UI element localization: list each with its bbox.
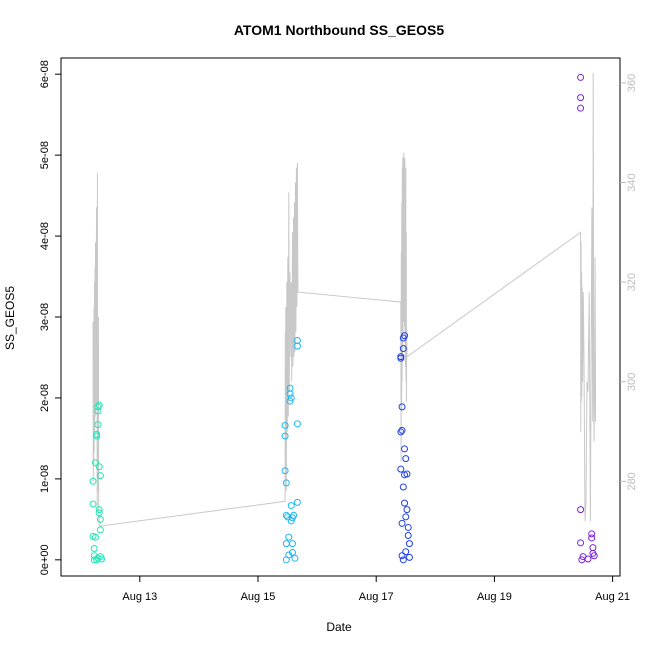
data-point xyxy=(577,506,585,514)
x-tick-label: Aug 21 xyxy=(595,591,630,603)
data-point xyxy=(401,499,409,507)
data-point xyxy=(90,556,98,564)
data-point xyxy=(95,509,103,517)
data-point xyxy=(287,394,295,402)
data-point xyxy=(93,432,101,440)
data-point xyxy=(398,552,406,560)
x-tick-label: Aug 15 xyxy=(241,591,276,603)
data-point xyxy=(590,552,598,560)
data-point xyxy=(293,420,301,428)
data-point xyxy=(403,470,411,478)
pressure-line xyxy=(92,72,597,527)
data-point xyxy=(584,555,592,563)
data-point xyxy=(405,540,413,548)
y-axis-label: SS_GEOS5 xyxy=(3,286,17,350)
y-tick-label: 3e-08 xyxy=(39,303,51,331)
data-point xyxy=(95,401,103,409)
data-point xyxy=(290,511,298,519)
data-point xyxy=(282,556,290,564)
axes: 0e+00 1e-08 2e-08 3e-08 4e-08 5e-08 6e-08 Aug 1… xyxy=(39,60,638,603)
y-tick-label: 2e-08 xyxy=(39,384,51,412)
data-point xyxy=(96,472,104,480)
data-point xyxy=(285,533,293,541)
data-point xyxy=(91,533,99,541)
data-point xyxy=(96,515,104,523)
data-point xyxy=(89,477,97,485)
data-point xyxy=(98,555,106,563)
data-point xyxy=(284,513,292,521)
x-axis-label: Date xyxy=(326,620,352,634)
data-point xyxy=(397,354,405,362)
data-point xyxy=(577,104,585,112)
data-point xyxy=(399,556,407,564)
data-point xyxy=(95,506,103,514)
data-point xyxy=(577,539,585,547)
data-point xyxy=(398,403,406,411)
y-tick-label: 0e+00 xyxy=(39,544,51,575)
pressure-line-layer xyxy=(92,72,597,527)
y2-tick-label: 360 xyxy=(626,74,638,92)
y-tick-label: 5e-08 xyxy=(39,141,51,169)
data-point xyxy=(291,554,299,562)
data-point xyxy=(401,445,409,453)
data-point xyxy=(402,455,410,463)
data-point xyxy=(577,94,585,102)
data-point xyxy=(282,540,290,548)
data-point xyxy=(89,500,97,508)
data-point xyxy=(589,544,597,552)
data-point xyxy=(397,428,405,436)
data-point xyxy=(398,519,406,527)
data-point xyxy=(288,540,296,548)
data-point xyxy=(281,467,289,475)
y-tick-label: 4e-08 xyxy=(39,222,51,250)
data-point xyxy=(95,463,103,471)
data-point xyxy=(404,523,412,531)
data-point xyxy=(577,73,585,81)
data-point xyxy=(405,553,413,561)
data-point xyxy=(90,544,98,552)
data-point xyxy=(588,530,596,538)
data-point xyxy=(578,556,586,564)
data-point xyxy=(399,345,407,353)
data-point xyxy=(287,502,295,510)
data-point xyxy=(94,421,102,429)
data-point xyxy=(96,526,104,534)
data-point xyxy=(293,342,301,350)
data-point xyxy=(588,534,596,542)
data-point xyxy=(404,532,412,540)
y2-tick-label: 280 xyxy=(626,472,638,490)
y2-tick-label: 340 xyxy=(626,173,638,191)
data-point xyxy=(281,432,289,440)
data-point xyxy=(286,397,294,405)
y2-tick-label: 320 xyxy=(626,273,638,291)
data-point xyxy=(287,517,295,525)
data-point xyxy=(282,511,290,519)
data-point xyxy=(293,498,301,506)
x-tick-label: Aug 13 xyxy=(122,591,157,603)
points-layer xyxy=(89,73,598,564)
y2-tick-label: 300 xyxy=(626,373,638,391)
y-tick-label: 6e-08 xyxy=(39,60,51,88)
data-point xyxy=(282,479,290,487)
data-point xyxy=(401,332,409,340)
data-point xyxy=(286,390,294,398)
x-tick-label: Aug 19 xyxy=(477,591,512,603)
data-point xyxy=(398,426,406,434)
plot-frame xyxy=(60,57,621,577)
data-point xyxy=(281,421,289,429)
chart-title: ATOM1 Northbound SS_GEOS5 xyxy=(234,22,444,38)
data-point xyxy=(397,465,405,473)
data-point xyxy=(399,483,407,491)
y-tick-label: 1e-08 xyxy=(39,465,51,493)
data-point xyxy=(402,548,410,556)
x-tick-label: Aug 17 xyxy=(359,591,394,603)
data-point xyxy=(94,403,102,411)
data-point xyxy=(288,549,296,557)
data-point xyxy=(403,506,411,514)
data-point xyxy=(91,459,99,467)
data-point xyxy=(402,513,410,521)
